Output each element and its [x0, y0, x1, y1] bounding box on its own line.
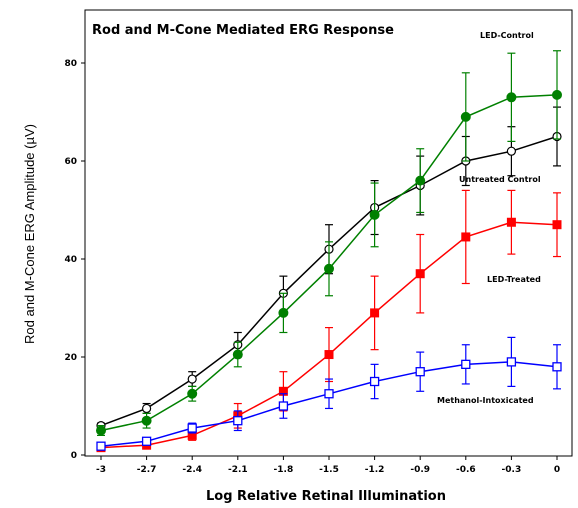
y-axis-label: Rod and M-Cone ERG Amplitude (µV) — [22, 124, 37, 344]
x-tick-label: 0 — [554, 465, 560, 475]
series-label: Methanol-Intoxicated — [437, 396, 534, 405]
data-point — [141, 415, 152, 426]
data-point — [96, 425, 106, 436]
data-point — [187, 430, 197, 440]
y-tick-label: 80 — [64, 59, 77, 69]
x-tick-label: -1.2 — [365, 465, 385, 475]
x-tick-label: -2.1 — [228, 465, 248, 475]
y-tick-label: 60 — [64, 157, 77, 167]
data-point — [370, 308, 380, 318]
x-tick-label: -0.3 — [502, 465, 522, 475]
data-point — [233, 416, 243, 426]
data-point — [142, 403, 152, 414]
x-tick-label: -2.7 — [137, 465, 157, 475]
data-point — [278, 307, 289, 318]
series-label: LED-Treated — [487, 275, 541, 284]
data-point — [232, 349, 243, 360]
y-tick-label: 40 — [64, 255, 77, 265]
data-point — [552, 220, 562, 230]
data-point — [552, 362, 562, 372]
data-point — [461, 359, 471, 370]
series-label: LED-Control — [480, 31, 534, 40]
data-point — [461, 232, 471, 242]
data-point — [324, 389, 334, 399]
data-point — [415, 175, 426, 186]
x-tick-label: -1.5 — [319, 465, 339, 475]
axes: -3 -2.7 -2.4 -2.1 -1.8 -1.5 -1.2 -0.9 -0.6 -0.3 0 0… — [64, 59, 560, 475]
data-point — [96, 441, 106, 451]
data-point — [506, 92, 517, 103]
series-labels: LED-Control Untreated Control LED-Treated M… — [437, 31, 541, 405]
y-tick-label: 20 — [64, 353, 77, 363]
series-label: Untreated Control — [459, 175, 541, 184]
data-point — [187, 374, 197, 384]
series-methanol-intoxicated — [96, 336, 562, 451]
x-tick-label: -0.9 — [410, 465, 430, 475]
data-point — [460, 111, 471, 122]
series-led-control — [96, 50, 562, 436]
data-point — [552, 89, 562, 100]
series-led-treated — [96, 189, 562, 453]
data-point — [187, 388, 198, 399]
data-point — [506, 357, 517, 367]
data-point — [506, 217, 516, 227]
chart-title: Rod and M-Cone Mediated ERG Response — [92, 23, 394, 38]
x-tick-label: -1.8 — [274, 465, 294, 475]
x-tick-label: -2.4 — [182, 465, 202, 475]
data-point — [324, 350, 334, 360]
y-tick-label: 0 — [71, 451, 77, 461]
series-layer — [96, 50, 562, 453]
x-axis-label: Log Relative Retinal Illumination — [206, 489, 446, 504]
data-point — [369, 209, 380, 220]
x-tick-label: -3 — [96, 465, 106, 475]
data-point — [415, 269, 425, 279]
x-tick-label: -0.6 — [456, 465, 476, 475]
data-point — [369, 376, 380, 387]
data-point — [141, 436, 152, 446]
data-point — [187, 423, 197, 433]
data-point — [324, 263, 334, 274]
data-point — [278, 401, 289, 411]
data-point — [278, 386, 288, 396]
data-point — [415, 367, 425, 377]
data-point — [506, 146, 516, 156]
